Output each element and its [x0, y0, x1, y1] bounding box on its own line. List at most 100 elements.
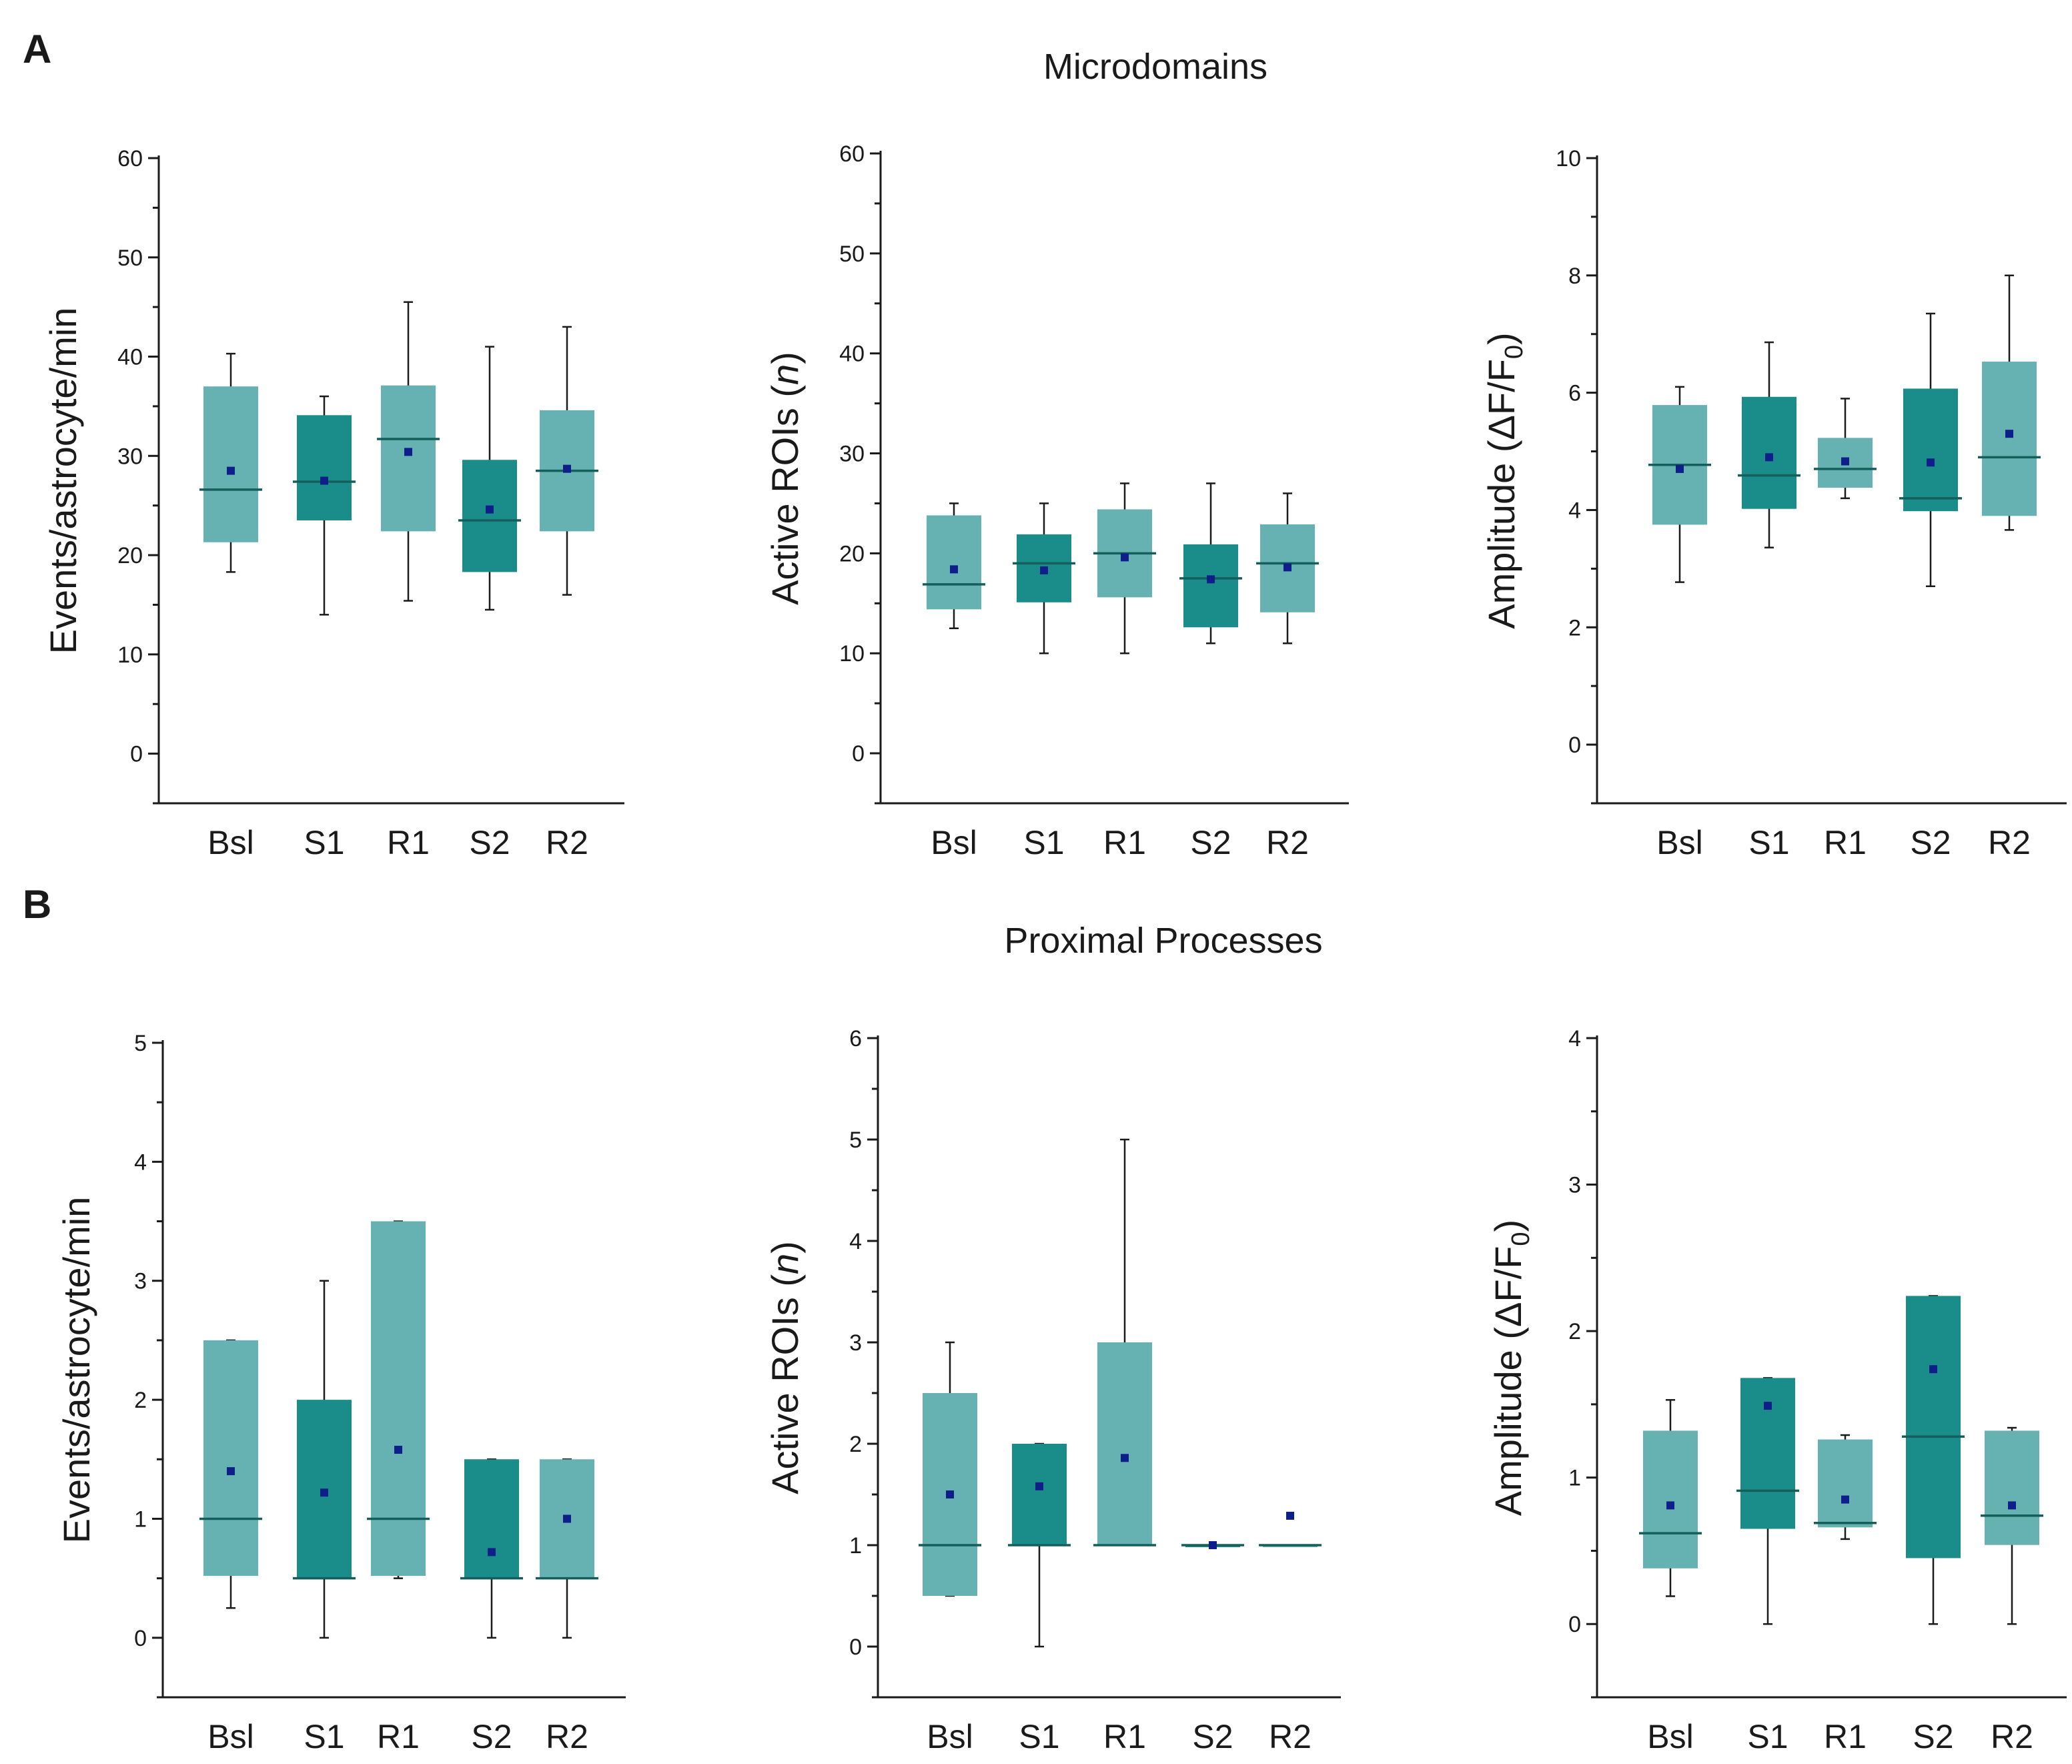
- iqr-box: [1183, 544, 1238, 628]
- x-category-label: R1: [1824, 1718, 1867, 1755]
- iqr-box: [1982, 362, 2037, 516]
- mean-marker: [227, 466, 235, 475]
- mean-marker: [1286, 1511, 1294, 1520]
- y-tick-label: 3: [134, 1269, 147, 1294]
- box-bsl: [1648, 386, 1711, 583]
- box-r1: [1093, 1138, 1156, 1547]
- x-category-label: S1: [1747, 1718, 1788, 1755]
- mean-marker: [486, 505, 494, 514]
- box-r1: [1814, 1434, 1877, 1540]
- iqr-box: [1012, 1444, 1067, 1545]
- x-category-label: Bsl: [207, 824, 253, 861]
- y-tick-label: 2: [1568, 615, 1581, 640]
- x-category-label: R2: [1269, 1718, 1312, 1755]
- x-category-label: R2: [546, 824, 588, 861]
- y-tick-label: 1: [1568, 1466, 1581, 1491]
- box-r2: [1259, 1511, 1322, 1547]
- mean-marker: [563, 464, 571, 473]
- box-s1: [1008, 1442, 1071, 1648]
- box-s1: [1013, 502, 1075, 654]
- mean-marker: [1764, 1402, 1772, 1410]
- chart-microdomains-amplitude: 0 2 4 6 8 10 Amplitude (ΔF/F0) Bsl S1 R1 S2 R2: [1480, 146, 2067, 861]
- mean-marker: [1040, 566, 1048, 574]
- y-tick-label: 10: [839, 641, 865, 667]
- x-category-label: S1: [1023, 824, 1064, 861]
- mean-marker: [563, 1514, 571, 1523]
- iqr-box: [1906, 1296, 1961, 1559]
- iqr-box: [1985, 1430, 2039, 1545]
- mean-marker: [1929, 1365, 1937, 1374]
- mean-marker: [404, 448, 412, 456]
- chart-microdomains-events: 0 10 20 30 40 50 60 Events/astrocyte/min Bsl S1 R1…: [42, 146, 624, 861]
- chart-microdomains-active-rois: 0 10 20 30 40 50 60 Active ROIs (n) Bsl S1 R1 S2 R2: [764, 141, 1349, 861]
- y-tick-label: 5: [849, 1128, 862, 1153]
- mean-marker: [1841, 1495, 1849, 1504]
- box-s1: [1738, 341, 1800, 548]
- box-s2: [458, 346, 521, 611]
- y-tick-label: 6: [849, 1026, 862, 1051]
- x-category-label: S2: [1913, 1718, 1953, 1755]
- mean-marker: [1666, 1501, 1674, 1510]
- mean-marker: [227, 1467, 235, 1476]
- y-tick-label: 2: [1568, 1319, 1581, 1344]
- box-s2: [1902, 1295, 1965, 1625]
- y-tick-label: 3: [849, 1330, 862, 1356]
- iqr-box: [203, 386, 258, 542]
- iqr-box: [1903, 388, 1958, 512]
- mean-marker: [320, 476, 328, 485]
- y-tick-label: 0: [852, 741, 865, 767]
- mean-marker: [950, 565, 958, 574]
- box-s1: [293, 1280, 356, 1639]
- y-axis-label: Events/astrocyte/min: [55, 1197, 97, 1544]
- box-r2: [1981, 1426, 2043, 1625]
- mean-marker: [488, 1548, 496, 1557]
- iqr-box: [1740, 1378, 1795, 1529]
- x-category-label: R2: [1988, 824, 2031, 861]
- iqr-box: [203, 1340, 258, 1577]
- y-tick-label: 0: [849, 1635, 862, 1660]
- y-tick-label: 10: [117, 642, 143, 668]
- iqr-box: [1742, 396, 1796, 509]
- box-bsl: [199, 1339, 262, 1609]
- mean-marker: [1765, 453, 1773, 462]
- x-category-label: Bsl: [1647, 1718, 1693, 1755]
- iqr-box: [1818, 1439, 1873, 1528]
- mean-marker: [2005, 430, 2013, 438]
- mean-marker: [1283, 563, 1291, 572]
- box-r1: [367, 1220, 430, 1579]
- y-tick-label: 2: [134, 1388, 147, 1413]
- mean-marker: [320, 1488, 328, 1497]
- y-axis-label: Active ROIs (n): [764, 1241, 806, 1494]
- box-r1: [1093, 482, 1156, 654]
- mean-marker: [394, 1446, 402, 1454]
- x-category-label: R1: [387, 824, 430, 861]
- x-category-label: R1: [1103, 824, 1146, 861]
- mean-marker: [2008, 1501, 2016, 1510]
- x-category-label: S2: [469, 824, 510, 861]
- x-category-label: R1: [377, 1718, 420, 1755]
- box-bsl: [923, 502, 985, 630]
- mean-marker: [1035, 1482, 1043, 1490]
- iqr-box: [297, 415, 352, 521]
- box-r1: [377, 301, 440, 602]
- box-r2: [1978, 274, 2041, 531]
- chart-proximal-amplitude: 0 1 2 3 4 Amplitude (ΔF/F0) Bsl S1 R1 S2 R2: [1487, 1026, 2067, 1755]
- y-tick-label: 1: [849, 1533, 862, 1559]
- box-bsl: [919, 1341, 981, 1597]
- box-s2: [460, 1458, 523, 1639]
- x-category-label: R1: [1103, 1718, 1146, 1755]
- y-tick-label: 3: [1568, 1173, 1581, 1198]
- mean-marker: [1121, 553, 1129, 562]
- y-axis-label: Amplitude (ΔF/F0): [1487, 1220, 1535, 1516]
- panel-letter-a: A: [23, 27, 51, 71]
- x-category-label: S2: [1192, 1718, 1233, 1755]
- y-tick-label: 10: [1556, 146, 1581, 171]
- y-tick-label: 20: [117, 543, 143, 568]
- chart-proximal-events: 0 1 2 3 4 5 Events/astrocyte/min Bsl S1 R1 S2 R2: [55, 1031, 626, 1755]
- y-tick-label: 40: [117, 345, 143, 370]
- box-s1: [293, 395, 356, 616]
- y-tick-label: 0: [134, 1626, 147, 1651]
- box-r2: [536, 1458, 598, 1639]
- y-tick-label: 0: [1568, 1612, 1581, 1637]
- box-s1: [1736, 1377, 1799, 1625]
